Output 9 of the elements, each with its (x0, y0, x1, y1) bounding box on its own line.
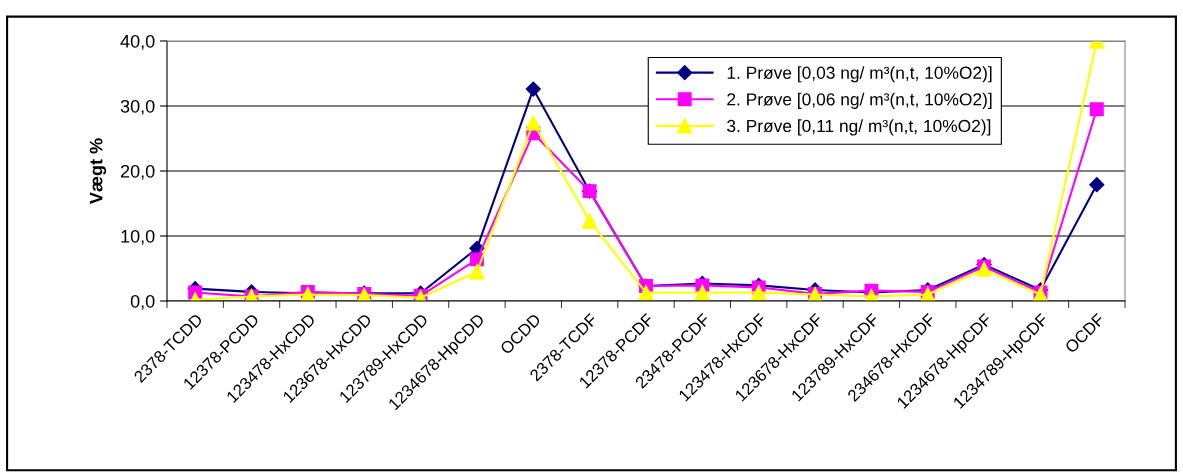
legend-label: 1. Prøve [0,03 ng/ m³(n,t, 10%O2)] (727, 66, 992, 83)
y-tick-label: 0,0 (130, 294, 155, 310)
y-tick-label: 30,0 (120, 99, 155, 115)
legend-label: 3. Prøve [0,11 ng/ m³(n,t, 10%O2)] (727, 119, 991, 136)
legend-label: 2. Prøve [0,06 ng/ m³(n,t, 10%O2)] (727, 92, 992, 109)
y-tick-label: 10,0 (121, 229, 155, 245)
y-tick-label: 20,0 (120, 164, 155, 180)
y-tick-label: 40,0 (120, 34, 155, 50)
y-axis-title: Vægt % (89, 138, 107, 204)
